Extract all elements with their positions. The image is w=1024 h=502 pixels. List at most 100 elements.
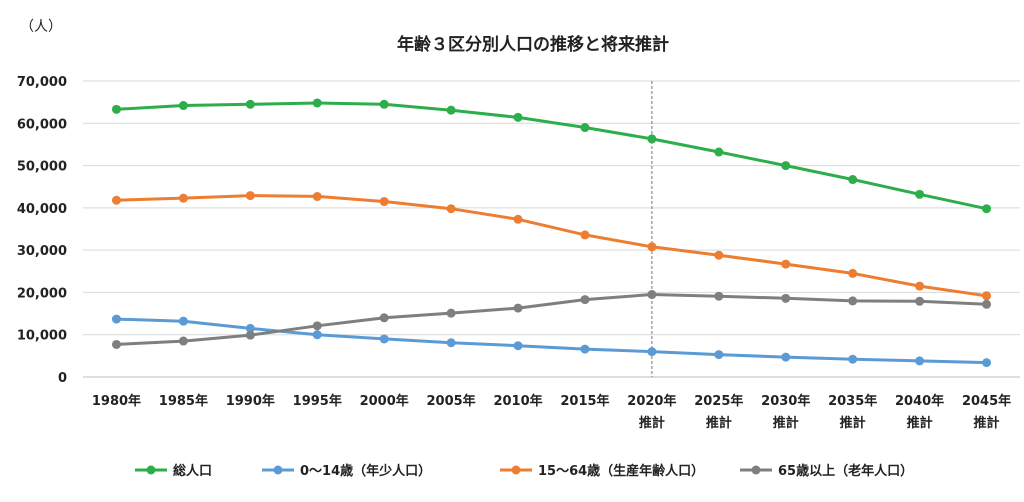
data-point: [915, 281, 925, 291]
data-point: [781, 161, 791, 171]
legend-swatch-marker: [751, 465, 761, 475]
series: [111, 98, 992, 214]
series: [111, 290, 992, 349]
legend-swatch-marker: [146, 465, 156, 475]
data-point: [647, 290, 657, 300]
data-point: [513, 341, 523, 351]
data-point: [446, 105, 456, 115]
series-lines: [111, 98, 992, 368]
x-tick-label: 2025年: [694, 393, 743, 409]
data-point: [714, 291, 724, 301]
data-point: [513, 303, 523, 313]
data-point: [245, 99, 255, 109]
data-point: [312, 98, 322, 108]
data-point: [312, 321, 322, 331]
data-point: [915, 189, 925, 199]
data-point: [647, 242, 657, 252]
gridlines: [83, 80, 1020, 378]
legend-label: 総人口: [173, 463, 212, 479]
x-tick-label: 推計: [773, 415, 799, 431]
data-point: [982, 358, 992, 368]
data-point: [111, 195, 121, 205]
data-point: [245, 323, 255, 333]
data-point: [379, 313, 389, 323]
series-line: [115, 293, 988, 346]
y-tick-label: 30,000: [17, 244, 67, 259]
x-tick-label: 2030年: [761, 393, 810, 409]
x-tick-label: 1980年: [92, 393, 141, 409]
data-point: [446, 204, 456, 214]
data-point: [714, 250, 724, 260]
y-tick-label: 60,000: [17, 117, 67, 132]
x-tick-label: 推計: [706, 415, 732, 431]
x-tick-label: 1990年: [226, 393, 275, 409]
x-tick-label: 2000年: [360, 393, 409, 409]
x-tick-label: 2020年: [627, 393, 676, 409]
data-point: [580, 230, 590, 240]
data-point: [379, 197, 389, 207]
x-tick-label: 2015年: [560, 393, 609, 409]
data-point: [982, 204, 992, 214]
y-tick-label: 50,000: [17, 160, 67, 175]
legend-item: 15〜64歳（生産年齢人口）: [500, 463, 704, 479]
data-point: [446, 338, 456, 348]
y-tick-label: 40,000: [17, 202, 67, 217]
data-point: [178, 336, 188, 346]
legend-item: 総人口: [135, 463, 212, 479]
x-tick-label: 推計: [639, 415, 665, 431]
x-tick-label: 2010年: [493, 393, 542, 409]
data-point: [580, 344, 590, 354]
y-tick-label: 20,000: [17, 286, 67, 301]
legend-item: 65歳以上（老年人口）: [740, 463, 913, 479]
x-tick-label: 2045年: [962, 393, 1011, 409]
x-tick-label: 1995年: [293, 393, 342, 409]
x-tick-label: 推計: [974, 415, 1000, 431]
data-point: [513, 112, 523, 122]
y-axis-ticks: 0 10,000 20,000 30,000 40,000 50,000 60,000 70,…: [17, 75, 67, 386]
x-tick-label: 2040年: [895, 393, 944, 409]
x-tick-label: 推計: [840, 415, 866, 431]
data-point: [781, 259, 791, 269]
data-point: [915, 356, 925, 366]
data-point: [312, 330, 322, 340]
data-point: [915, 296, 925, 306]
data-point: [580, 123, 590, 133]
data-point: [178, 316, 188, 326]
legend-swatch-marker: [511, 465, 521, 475]
data-point: [111, 314, 121, 324]
data-point: [982, 299, 992, 309]
legend-swatch-marker: [273, 465, 283, 475]
y-unit-label: （人）: [20, 19, 62, 35]
data-point: [379, 334, 389, 344]
x-tick-label: 1985年: [159, 393, 208, 409]
data-point: [580, 295, 590, 305]
y-tick-label: 0: [58, 371, 67, 386]
data-point: [245, 330, 255, 340]
x-tick-label: 2035年: [828, 393, 877, 409]
series-line: [115, 101, 988, 211]
data-point: [781, 352, 791, 362]
data-point: [178, 101, 188, 111]
data-point: [848, 296, 858, 306]
series: [111, 191, 992, 301]
x-axis-ticks: 1980年 1985年 1990年 1995年 2000年 2005年 2010年 2015年…: [92, 393, 1011, 431]
legend-label: 0〜14歳（年少人口）: [300, 463, 431, 479]
data-point: [312, 191, 322, 201]
data-point: [781, 293, 791, 303]
data-point: [111, 339, 121, 349]
data-point: [848, 354, 858, 364]
data-point: [513, 214, 523, 224]
data-point: [111, 104, 121, 114]
x-tick-label: 2005年: [427, 393, 476, 409]
legend-label: 15〜64歳（生産年齢人口）: [538, 463, 704, 479]
data-point: [714, 350, 724, 360]
data-point: [848, 268, 858, 278]
chart-title: 年齢３区分別人口の推移と将来推計: [397, 34, 669, 55]
data-point: [245, 191, 255, 201]
legend: 総人口 0〜14歳（年少人口） 15〜64歳（生産年齢人口） 65歳以上（老年人口）: [135, 463, 913, 479]
data-point: [379, 99, 389, 109]
legend-label: 65歳以上（老年人口）: [778, 463, 913, 479]
data-point: [446, 308, 456, 318]
data-point: [647, 347, 657, 357]
